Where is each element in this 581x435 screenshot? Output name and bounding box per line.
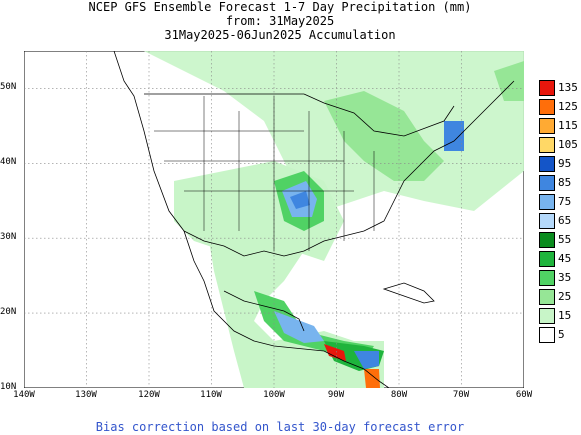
- x-tick-90w: 90W: [327, 390, 345, 400]
- y-tick-50n: 50N: [0, 82, 17, 92]
- legend-label: 115: [558, 119, 578, 132]
- x-tick-130w: 130W: [75, 390, 97, 400]
- legend-swatch: [539, 327, 555, 343]
- legend-label: 85: [558, 176, 572, 189]
- legend-swatch: [539, 270, 555, 286]
- legend-label: 15: [558, 309, 572, 322]
- x-tick-70w: 70W: [452, 390, 470, 400]
- precip-shading: [144, 51, 524, 388]
- legend-swatch: [539, 137, 555, 153]
- legend-swatch: [539, 80, 555, 96]
- legend-label: 5: [558, 328, 565, 341]
- legend-label: 25: [558, 290, 572, 303]
- legend-label: 75: [558, 195, 572, 208]
- coastlines: [113, 51, 515, 388]
- legend-label: 135: [558, 81, 578, 94]
- legend-swatch: [539, 118, 555, 134]
- legend-label: 105: [558, 138, 578, 151]
- x-tick-80w: 80W: [390, 390, 408, 400]
- title-line-3: 31May2025-06Jun2025 Accumulation: [164, 28, 396, 42]
- legend-swatch: [539, 99, 555, 115]
- y-tick-40n: 40N: [0, 157, 17, 167]
- x-tick-120w: 120W: [138, 390, 160, 400]
- y-tick-30n: 30N: [0, 232, 17, 242]
- title-line-2: from: 31May2025: [225, 14, 335, 28]
- legend-label: 65: [558, 214, 572, 227]
- precipitation-map: [24, 51, 524, 388]
- x-tick-100w: 100W: [263, 390, 285, 400]
- legend-label: 95: [558, 157, 572, 170]
- legend-label: 125: [558, 100, 578, 113]
- state-borders: [154, 96, 375, 251]
- legend-swatch: [539, 156, 555, 172]
- y-tick-20n: 20N: [0, 307, 17, 317]
- y-tick-10n: 10N: [0, 382, 17, 392]
- x-tick-60w: 60W: [515, 390, 533, 400]
- legend-swatch: [539, 232, 555, 248]
- x-tick-140w: 140W: [13, 390, 35, 400]
- legend-swatch: [539, 251, 555, 267]
- legend-swatch: [539, 175, 555, 191]
- x-tick-110w: 110W: [200, 390, 222, 400]
- legend-swatch: [539, 308, 555, 324]
- legend-swatch: [539, 289, 555, 305]
- legend-swatch: [539, 213, 555, 229]
- legend-label: 35: [558, 271, 572, 284]
- legend-label: 45: [558, 252, 572, 265]
- legend-swatch: [539, 194, 555, 210]
- footer-note: Bias correction based on last 30-day for…: [95, 420, 465, 434]
- title-line-1: NCEP GFS Ensemble Forecast 1-7 Day Preci…: [88, 0, 472, 14]
- legend-label: 55: [558, 233, 572, 246]
